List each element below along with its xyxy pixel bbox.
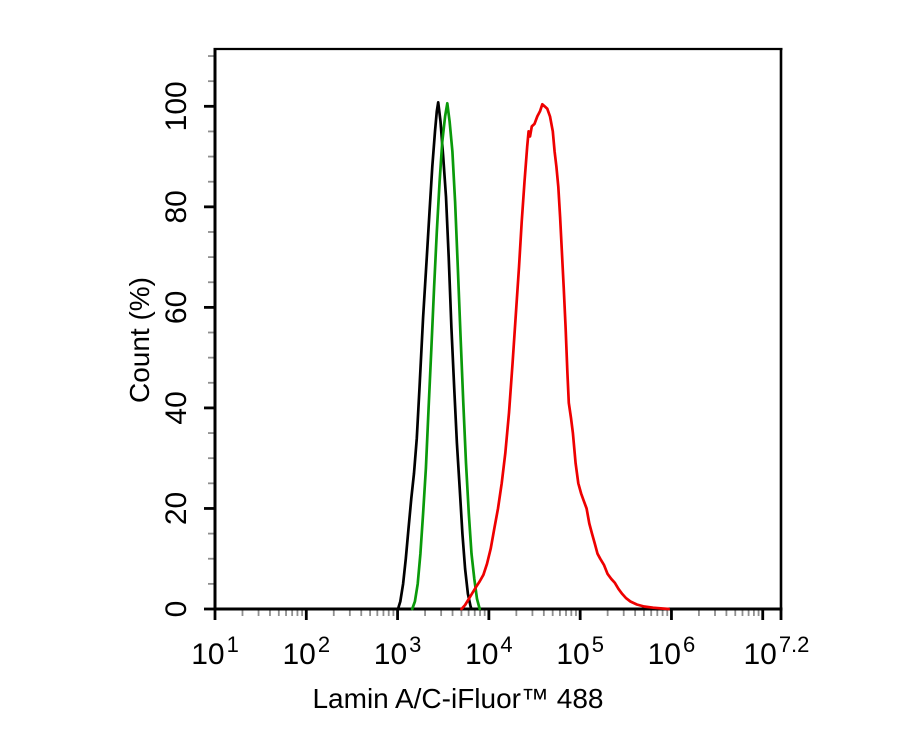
y-tick-label: 100 (160, 81, 193, 131)
x-tick-label: 104 (465, 632, 513, 671)
x-tick-label: 106 (648, 632, 696, 671)
y-axis-title: Count (%) (124, 276, 155, 404)
x-tick-label: 107.2 (743, 632, 809, 671)
x-tick-label: 105 (556, 632, 604, 671)
y-tick-label: 60 (160, 291, 193, 324)
y-tick-label: 20 (160, 492, 193, 525)
y-tick-label: 0 (160, 601, 193, 618)
black-curve (396, 100, 473, 611)
x-tick-label: 102 (282, 632, 330, 671)
x-axis-title: Lamin A/C-iFluor™ 488 (312, 683, 604, 714)
x-tick-label: 101 (191, 632, 239, 671)
y-tick-label: 80 (160, 190, 193, 223)
y-tick-label: 40 (160, 391, 193, 424)
green-curve (410, 101, 482, 611)
red-curve (460, 102, 671, 611)
x-tick-label: 103 (374, 632, 422, 671)
